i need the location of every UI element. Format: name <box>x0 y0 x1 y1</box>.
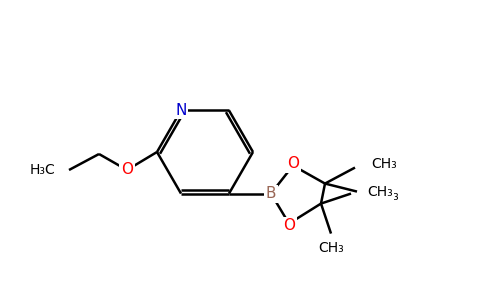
Text: CH₃: CH₃ <box>373 189 399 202</box>
Text: O: O <box>287 156 299 171</box>
Text: CH₃: CH₃ <box>367 184 393 199</box>
Text: H₃C: H₃C <box>29 163 55 177</box>
Text: O: O <box>283 218 295 233</box>
Text: CH₃: CH₃ <box>371 157 397 171</box>
Text: B: B <box>266 186 276 201</box>
Text: N: N <box>175 103 187 118</box>
Text: CH₃: CH₃ <box>318 241 344 255</box>
Text: O: O <box>121 163 133 178</box>
